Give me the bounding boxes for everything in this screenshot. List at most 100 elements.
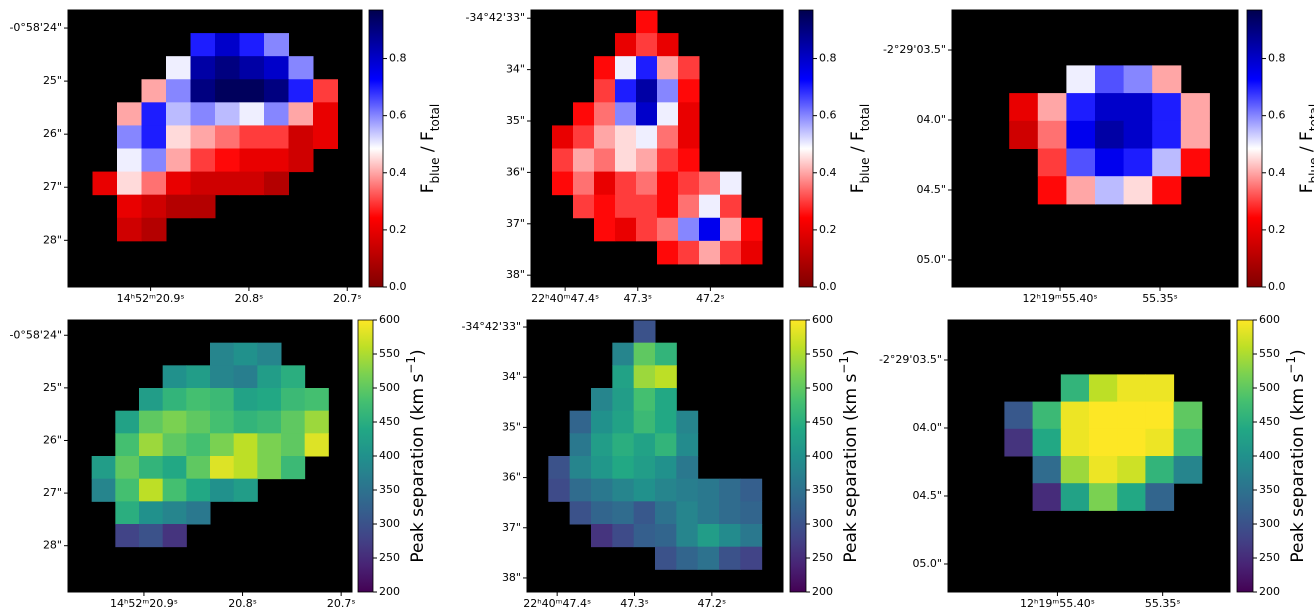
pixel <box>1060 401 1090 430</box>
pixel <box>633 342 656 366</box>
pixel <box>162 456 187 480</box>
pixel <box>1066 176 1096 205</box>
pixel <box>1123 120 1153 149</box>
y-tick-label: 25" <box>43 381 62 394</box>
pixel <box>633 320 656 344</box>
colorbar-tick-label: 550 <box>1259 347 1280 360</box>
pixel <box>740 501 763 525</box>
pixel <box>186 410 211 434</box>
pixel <box>1145 428 1175 457</box>
pixel <box>1117 374 1146 403</box>
pixel <box>1180 148 1210 177</box>
colorbar-tick-label: 0.6 <box>1268 109 1286 122</box>
colorbar-tick-label: 500 <box>812 381 833 394</box>
colorbar-tick-label: 0.4 <box>819 166 837 179</box>
colorbar-label-part: / F <box>848 131 868 157</box>
pixel <box>281 388 306 412</box>
pixel <box>264 125 289 149</box>
y-tick-label: 26" <box>43 433 62 446</box>
pixel <box>591 501 613 525</box>
colorbar-tick-label: 600 <box>379 313 400 326</box>
pixel <box>115 410 140 434</box>
pixel <box>313 125 338 149</box>
pixel <box>1180 93 1210 122</box>
pixel <box>615 79 637 103</box>
pixel <box>591 456 613 480</box>
pixel <box>117 171 142 196</box>
pixel <box>697 478 720 502</box>
pixel <box>190 33 216 57</box>
pixel <box>139 410 164 434</box>
pixel <box>594 217 616 242</box>
pixel <box>190 102 216 126</box>
pixel <box>612 478 635 502</box>
pixel <box>676 524 699 548</box>
colorbar-tick-label: 0.0 <box>819 280 837 293</box>
pixel <box>1060 483 1090 511</box>
pixel <box>1089 401 1118 430</box>
pixel <box>166 79 191 103</box>
pixel <box>166 148 191 173</box>
pixel <box>257 456 282 480</box>
pixel <box>612 524 635 548</box>
pixel <box>1089 374 1118 403</box>
colorbar-label: Peak separation (km s−1) <box>837 349 862 562</box>
pixel <box>633 501 656 525</box>
pixel <box>699 194 721 219</box>
pixel <box>655 342 677 366</box>
pixel <box>1152 176 1182 205</box>
colorbar-label-part: F <box>418 183 438 193</box>
colorbar-tick-label: 200 <box>379 585 400 598</box>
pixel <box>233 365 258 389</box>
pixel <box>210 365 235 389</box>
pixel <box>655 388 677 412</box>
pixel <box>186 433 211 457</box>
pixel <box>1095 65 1125 94</box>
pixel <box>264 148 289 173</box>
pixel <box>166 102 191 126</box>
pixel <box>264 79 289 103</box>
pixel <box>288 56 314 80</box>
colorbar-label-part: Peak separation (km s <box>408 374 428 563</box>
pixel <box>139 501 164 525</box>
colorbar-label-part: blue <box>858 158 872 184</box>
y-tick-label: 38" <box>502 571 521 584</box>
pixel <box>1173 428 1203 457</box>
pixel <box>594 194 616 219</box>
pixel <box>288 79 314 103</box>
colorbar-label-part: −1 <box>404 356 418 374</box>
pixel <box>594 79 616 103</box>
pixel <box>233 478 258 502</box>
pixel <box>186 388 211 412</box>
pixel <box>186 456 211 480</box>
pixel <box>636 194 658 219</box>
image-frame <box>530 9 784 288</box>
pixel <box>1095 176 1125 205</box>
y-tick-label: 04.0" <box>916 113 946 126</box>
pixel <box>1117 483 1146 511</box>
y-tick-label: -34°42'33" <box>465 11 525 24</box>
pixel <box>633 524 656 548</box>
x-tick-label: 22ʰ40ᵐ47.4ˢ <box>531 292 599 305</box>
pixel <box>141 194 167 219</box>
colorbar-tick-label: 300 <box>379 517 400 530</box>
pixel <box>92 171 118 196</box>
x-tick-label: 55.35ˢ <box>1145 597 1181 610</box>
pixel <box>612 501 635 525</box>
pixel <box>233 433 258 457</box>
colorbar-tick-label: 0.4 <box>1268 166 1286 179</box>
pixel <box>633 365 656 389</box>
colorbar <box>1236 319 1254 593</box>
pixel <box>215 102 240 126</box>
pixel <box>1032 483 1062 511</box>
pixel <box>1173 401 1203 430</box>
colorbar-tick-label: 0.4 <box>389 166 407 179</box>
pixel <box>591 478 613 502</box>
pixel <box>1145 401 1175 430</box>
pixel <box>636 125 658 149</box>
pixel <box>91 456 116 480</box>
pixel <box>676 546 699 570</box>
pixel <box>655 478 677 502</box>
colorbar-label-part: Peak separation (km s <box>1288 374 1308 563</box>
pixel <box>1173 456 1203 484</box>
